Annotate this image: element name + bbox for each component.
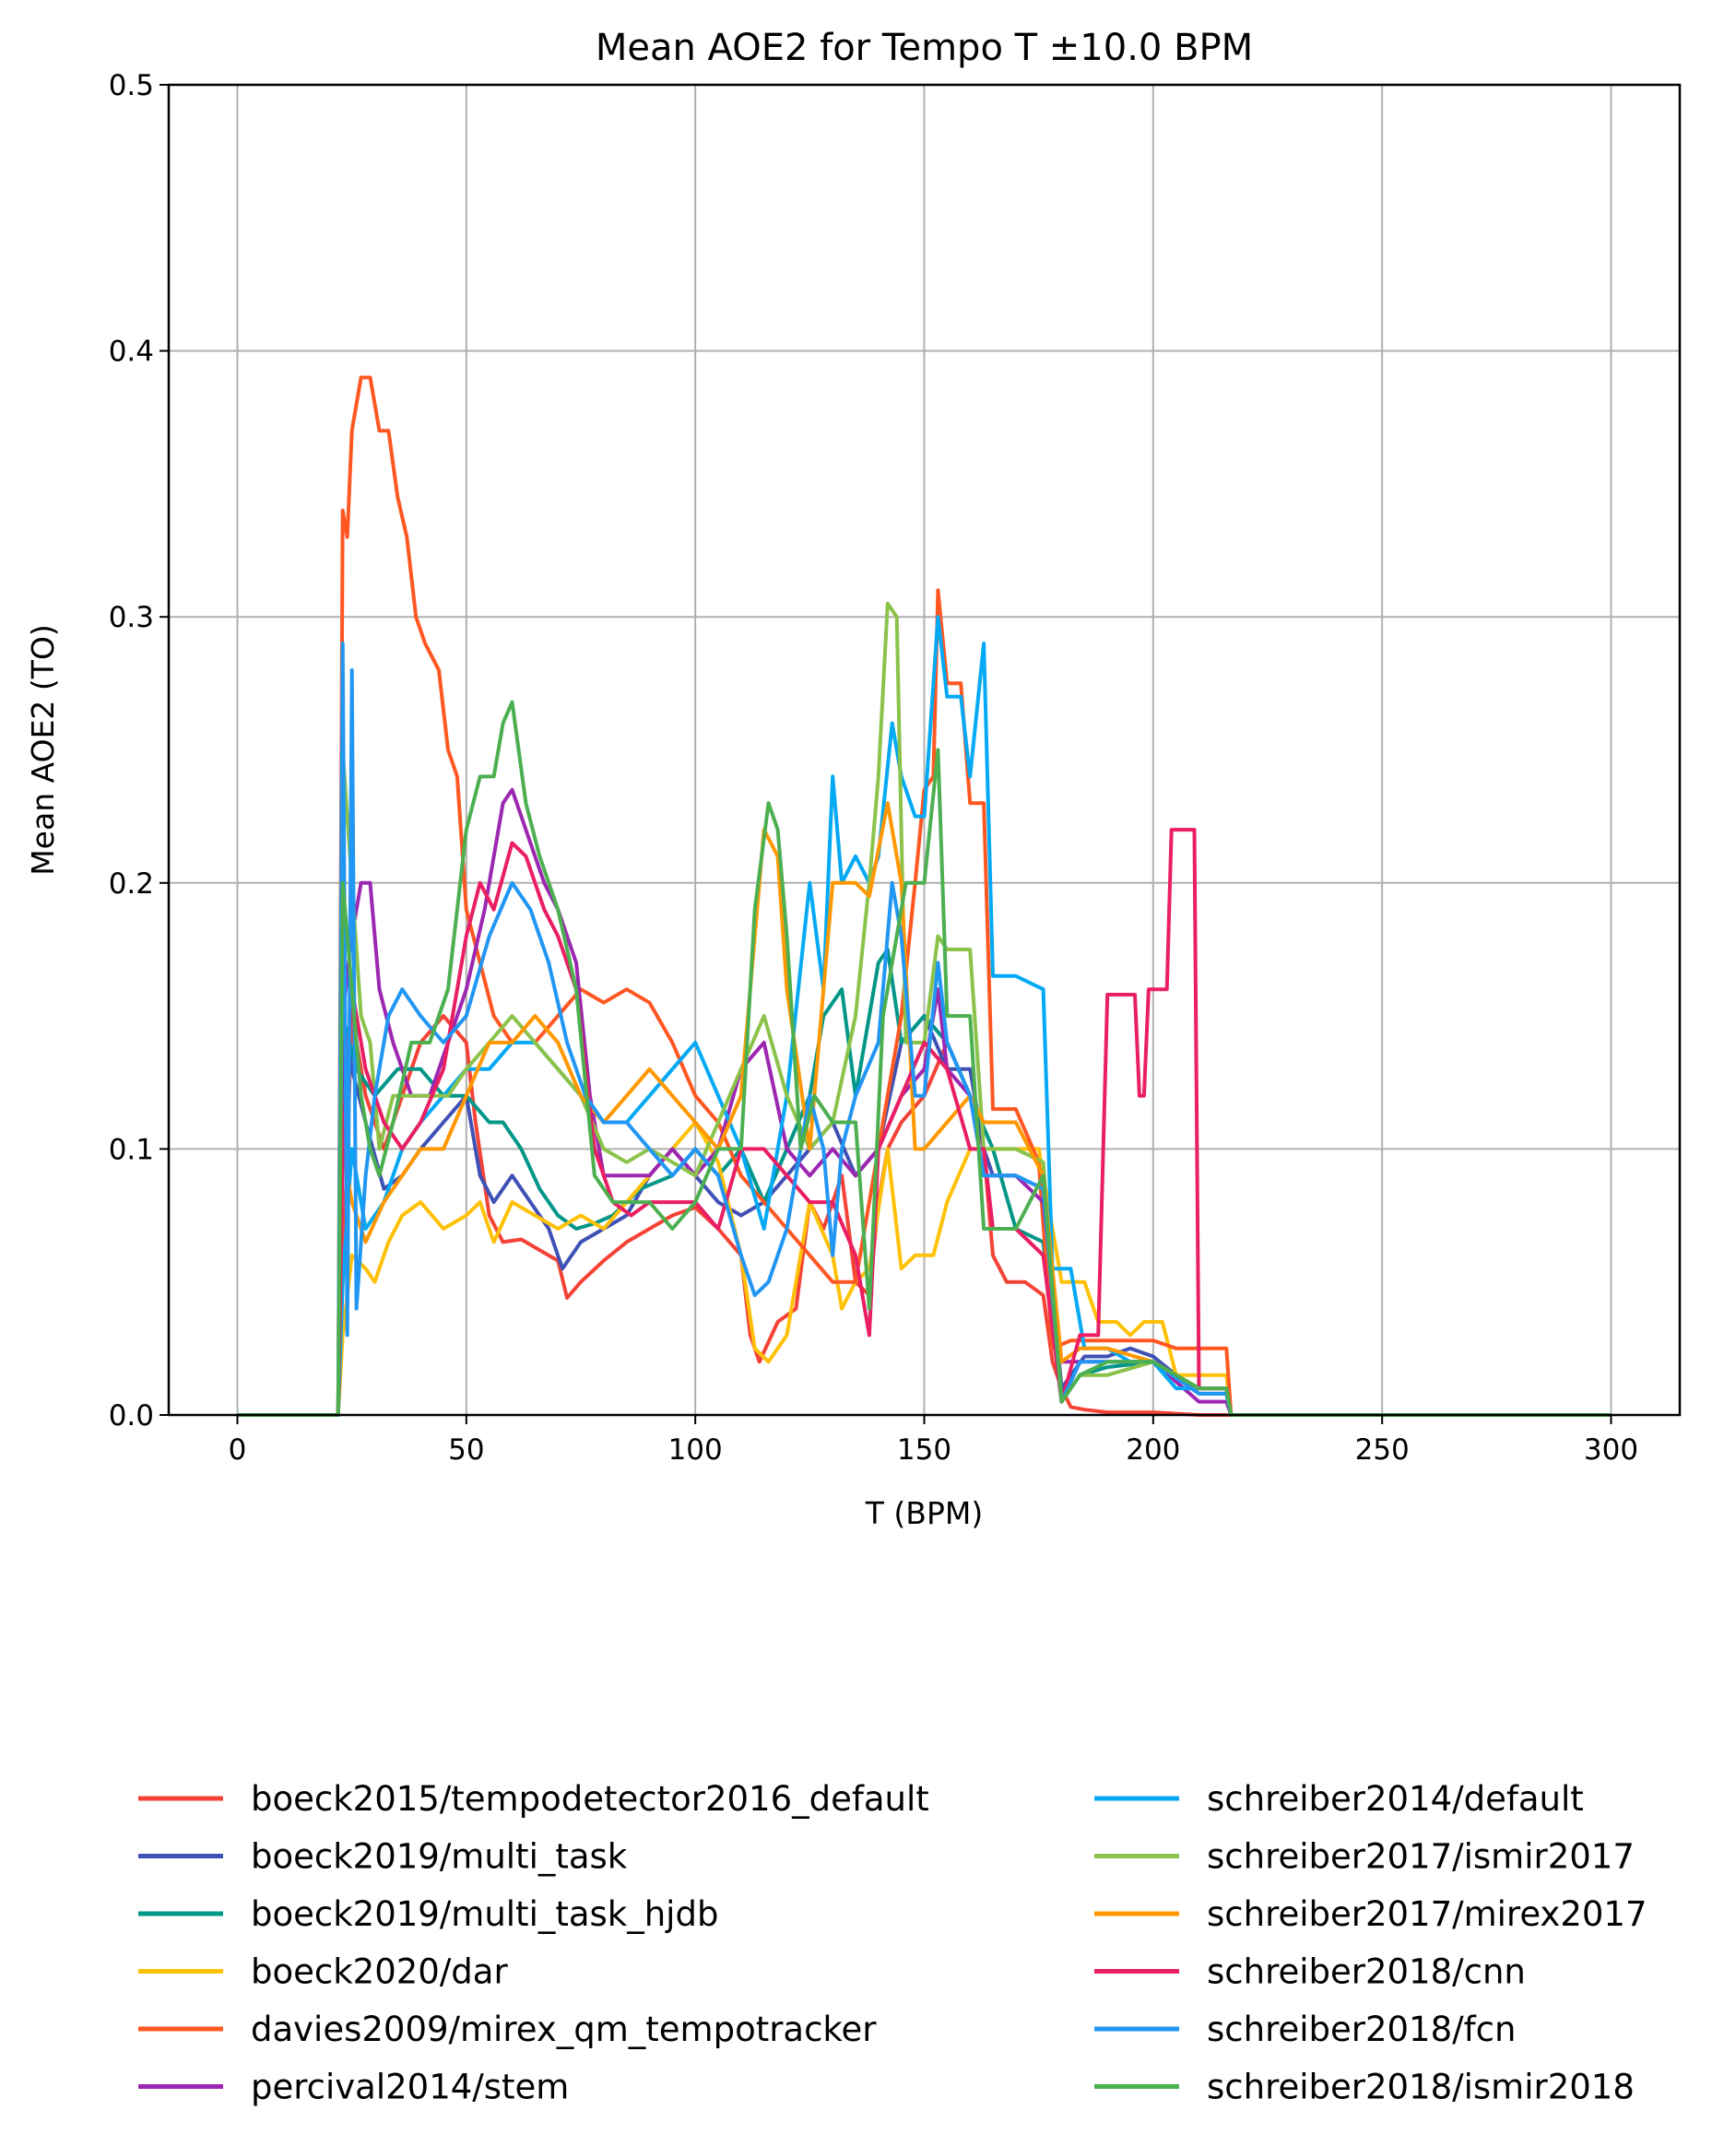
legend-label-7: schreiber2017/ismir2017 (1207, 1837, 1635, 1877)
series-line-11 (237, 700, 1612, 1417)
legend-label-8: schreiber2017/mirex2017 (1207, 1894, 1647, 1934)
x-axis-label: T (BPM) (865, 1495, 983, 1531)
axis-ticks: 0 50 100 150 200 250 300 0.0 0.1 0.2 0.3 0.4 0.5 (109, 69, 1638, 1467)
legend-label-5: percival2014/stem (251, 2068, 569, 2107)
legend-label-9: schreiber2018/cnn (1207, 1952, 1526, 1992)
x-tick-label: 50 (448, 1433, 484, 1467)
series-line-10 (237, 642, 1612, 1417)
legend-label-6: schreiber2014/default (1207, 1779, 1584, 1819)
series-lines (237, 375, 1612, 1417)
legend-label-4: davies2009/mirex_qm_tempotracker (251, 2010, 877, 2049)
legend-label-2: boeck2019/multi_task_hjdb (251, 1894, 718, 1934)
legend: boeck2015/tempodetector2016_defaultboeck… (138, 1779, 1647, 2107)
legend-label-3: boeck2020/dar (251, 1952, 508, 1992)
legend-label-1: boeck2019/multi_task (251, 1837, 628, 1877)
series-line-9 (237, 828, 1612, 1417)
x-tick-label: 200 (1126, 1433, 1180, 1467)
series-line-3 (237, 1120, 1612, 1417)
x-tick-label: 300 (1584, 1433, 1638, 1467)
legend-label-11: schreiber2018/ismir2018 (1207, 2068, 1635, 2107)
chart-title: Mean AOE2 for Tempo T ±10.0 BPM (596, 27, 1253, 69)
y-tick-label: 0.0 (109, 1399, 154, 1432)
x-tick-label: 0 (229, 1433, 247, 1467)
y-axis-label: Mean AOE2 (TO) (25, 624, 61, 876)
series-line-0 (237, 1014, 1612, 1417)
y-tick-label: 0.4 (109, 336, 154, 369)
x-tick-label: 100 (668, 1433, 723, 1467)
y-tick-label: 0.2 (109, 867, 154, 901)
series-line-7 (237, 601, 1612, 1417)
x-tick-label: 250 (1355, 1433, 1410, 1467)
legend-label-10: schreiber2018/fcn (1207, 2010, 1516, 2049)
y-tick-label: 0.5 (109, 69, 154, 102)
x-tick-label: 150 (897, 1433, 951, 1467)
y-tick-label: 0.1 (109, 1133, 154, 1166)
legend-label-0: boeck2015/tempodetector2016_default (251, 1779, 929, 1819)
y-tick-label: 0.3 (109, 601, 154, 634)
